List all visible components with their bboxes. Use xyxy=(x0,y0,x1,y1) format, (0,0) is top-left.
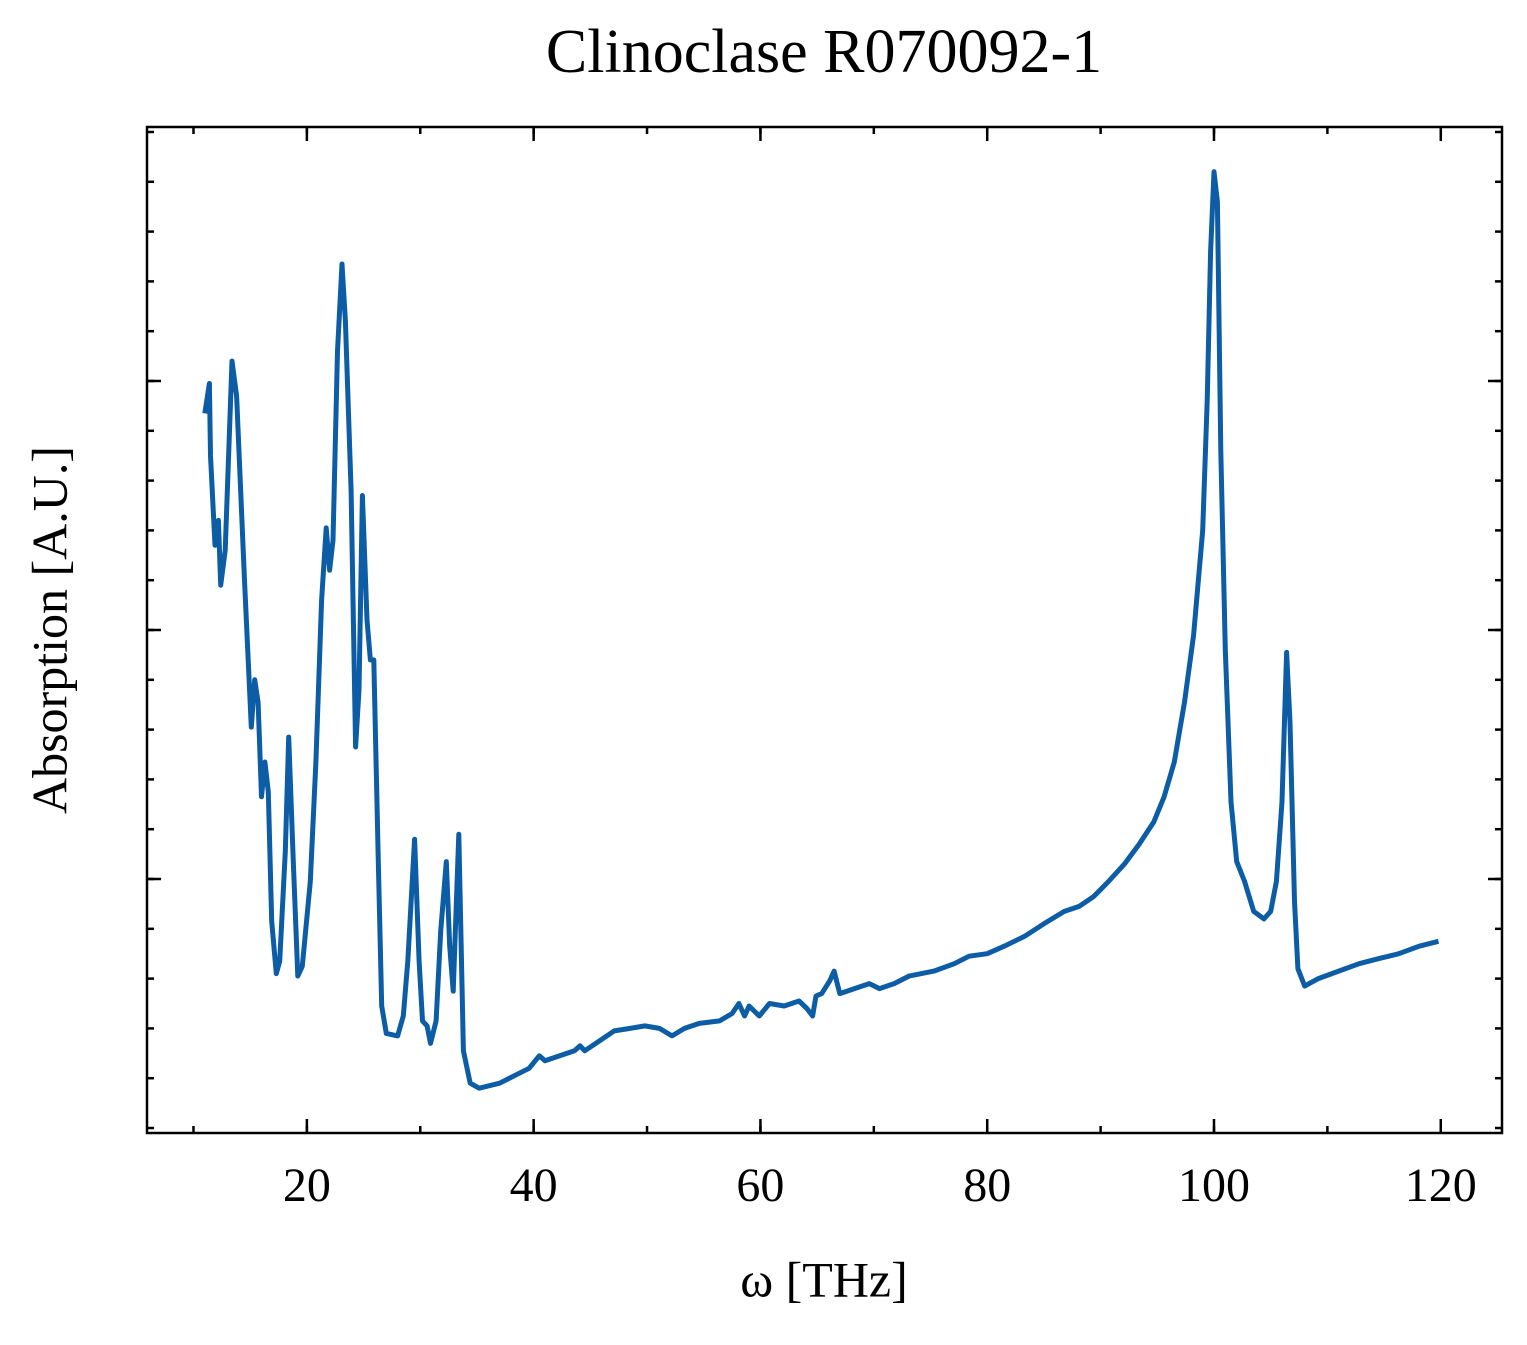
chart-title: Clinoclase R070092-1 xyxy=(546,18,1102,86)
x-tick-label: 60 xyxy=(736,1159,784,1212)
x-tick-label: 20 xyxy=(283,1159,331,1212)
data-line xyxy=(202,169,1440,1091)
x-tick-label: 100 xyxy=(1178,1159,1250,1212)
plot-frame xyxy=(145,125,1504,1135)
x-tick-label: 40 xyxy=(510,1159,558,1212)
y-axis-label: Absorption [A.U.] xyxy=(21,446,77,814)
x-tick-label: 120 xyxy=(1405,1159,1477,1212)
x-axis-label: ω [THz] xyxy=(740,1251,908,1307)
x-tick-label: 80 xyxy=(963,1159,1011,1212)
